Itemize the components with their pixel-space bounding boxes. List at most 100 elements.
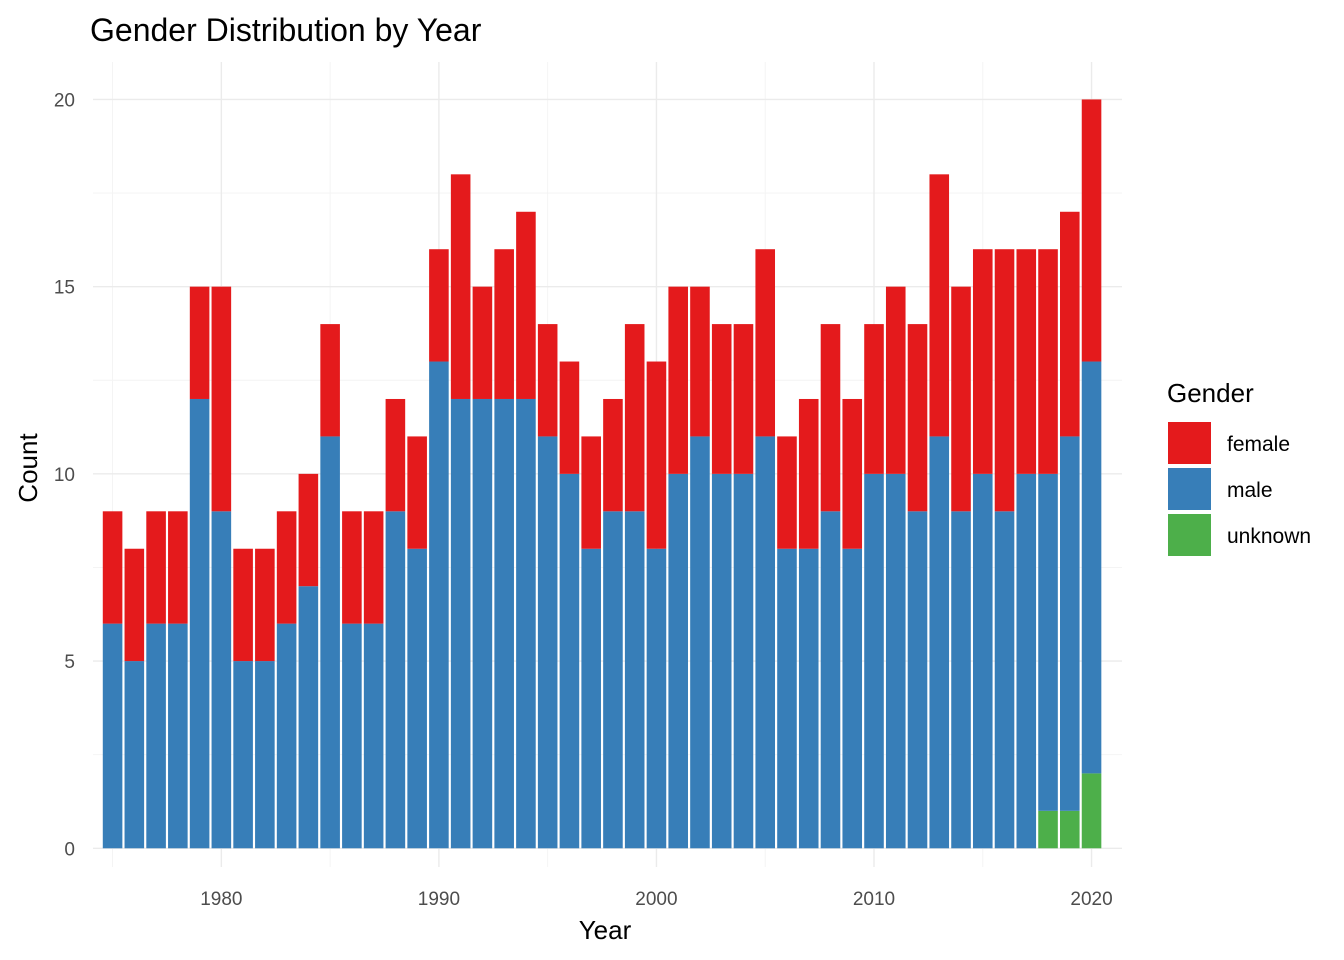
y-tick-label: 15 — [54, 278, 75, 299]
bar-female-1983 — [276, 511, 297, 624]
bar-male-1986 — [342, 623, 362, 849]
bar-female-2006 — [777, 436, 797, 549]
x-tick-label: 2010 — [853, 889, 895, 910]
bar-male-2012 — [907, 511, 928, 849]
bar-female-2009 — [842, 398, 863, 549]
bar-female-2016 — [994, 249, 1015, 512]
bar-female-1995 — [537, 324, 558, 437]
bar-female-1996 — [559, 361, 580, 474]
bar-male-2006 — [777, 548, 797, 849]
x-tick-label: 2020 — [1070, 889, 1112, 910]
bar-male-2007 — [798, 548, 819, 849]
bar-male-1976 — [124, 661, 145, 849]
bar-male-1993 — [494, 398, 514, 849]
bar-unknown-2018 — [1038, 810, 1058, 849]
chart-title: Gender Distribution by Year — [90, 12, 482, 48]
legend-title: Gender — [1167, 378, 1254, 408]
x-tick-label: 1990 — [418, 889, 460, 910]
bar-female-2010 — [864, 324, 884, 474]
bar-female-2002 — [690, 286, 710, 437]
bar-male-2008 — [820, 511, 841, 849]
bar-male-1978 — [168, 623, 188, 849]
x-tick-label: 2000 — [635, 889, 677, 910]
y-axis-ticks: 0 5 10 15 20 — [54, 90, 75, 860]
bar-female-1985 — [320, 324, 340, 437]
bar-female-2014 — [951, 286, 971, 512]
bar-female-2007 — [798, 398, 819, 549]
bar-female-1993 — [494, 249, 514, 399]
bar-female-2011 — [885, 286, 906, 474]
bar-male-1982 — [255, 661, 275, 849]
bar-female-1999 — [624, 324, 645, 512]
bar-male-2010 — [864, 473, 884, 849]
bar-female-2003 — [711, 324, 732, 474]
bar-male-1975 — [102, 623, 123, 849]
bar-male-1999 — [624, 511, 645, 849]
bar-male-2002 — [690, 436, 710, 849]
bar-male-2017 — [1016, 473, 1037, 849]
bar-male-2020 — [1081, 361, 1102, 774]
bar-female-2005 — [755, 249, 776, 437]
bar-male-1988 — [385, 511, 406, 849]
legend-items: female male unknown — [1168, 422, 1311, 556]
bar-female-2020 — [1081, 99, 1102, 362]
bar-female-1984 — [298, 473, 319, 587]
bar-female-2000 — [646, 361, 667, 549]
legend: Gender female male unknown — [1167, 378, 1311, 556]
y-tick-label: 10 — [54, 465, 75, 486]
bar-male-2005 — [755, 436, 776, 849]
bar-male-2000 — [646, 548, 667, 849]
bar-female-1994 — [516, 211, 536, 399]
bar-female-1988 — [385, 398, 406, 512]
bar-male-2003 — [711, 473, 732, 849]
y-axis-title: Count — [13, 433, 43, 503]
y-tick-label: 20 — [54, 90, 75, 111]
bar-female-1987 — [363, 511, 384, 624]
bar-female-2008 — [820, 324, 841, 512]
y-tick-label: 0 — [64, 839, 75, 860]
bar-male-1995 — [537, 436, 558, 849]
bar-female-1991 — [450, 174, 471, 399]
bar-female-1975 — [102, 511, 123, 624]
bar-male-2015 — [972, 473, 993, 849]
bar-male-1992 — [472, 398, 493, 849]
bar-female-2013 — [929, 174, 950, 437]
legend-swatch-unknown — [1168, 514, 1211, 556]
bar-male-2011 — [885, 473, 906, 849]
legend-label-male: male — [1227, 479, 1273, 502]
bar-male-1981 — [233, 661, 253, 849]
bar-male-1996 — [559, 473, 580, 849]
bar-female-2004 — [733, 324, 754, 474]
bar-male-1984 — [298, 586, 319, 849]
legend-swatch-female — [1168, 422, 1211, 464]
bar-male-2013 — [929, 436, 950, 849]
legend-label-unknown: unknown — [1227, 525, 1311, 548]
bar-female-1977 — [146, 511, 166, 624]
bar-female-1982 — [255, 548, 275, 662]
bar-male-2009 — [842, 548, 863, 849]
bar-male-2016 — [994, 511, 1015, 849]
bar-male-2018 — [1038, 473, 1058, 811]
bar-unknown-2019 — [1060, 810, 1080, 849]
x-axis-title: Year — [579, 915, 632, 945]
bar-female-1978 — [168, 511, 188, 624]
bar-male-1980 — [211, 511, 232, 849]
bar-male-2019 — [1060, 436, 1080, 811]
bar-female-1979 — [189, 286, 210, 399]
bar-male-2004 — [733, 473, 754, 849]
bar-female-1997 — [581, 436, 601, 549]
bar-male-2014 — [951, 511, 971, 849]
bar-female-1998 — [603, 398, 623, 512]
legend-label-female: female — [1227, 433, 1290, 456]
x-axis-ticks: 1980 1990 2000 2010 2020 — [200, 889, 1112, 910]
bar-female-1990 — [429, 249, 449, 362]
bar-female-2018 — [1038, 249, 1058, 474]
bar-male-1997 — [581, 548, 601, 849]
bar-male-1983 — [276, 623, 297, 849]
bar-female-2019 — [1060, 211, 1080, 437]
bar-male-1989 — [407, 548, 427, 849]
bar-male-1994 — [516, 398, 536, 849]
y-tick-label: 5 — [64, 652, 75, 673]
x-tick-label: 1980 — [200, 889, 242, 910]
